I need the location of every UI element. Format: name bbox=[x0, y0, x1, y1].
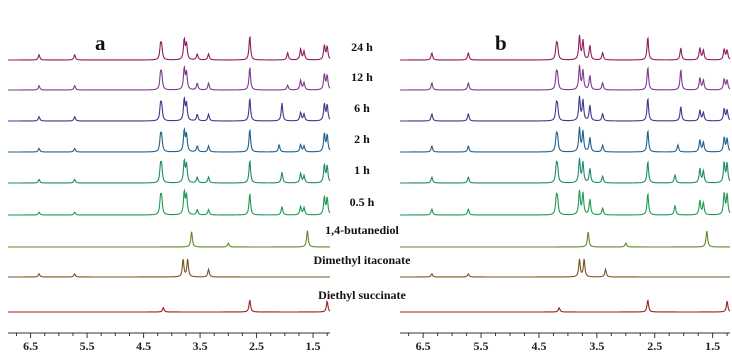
series-label: Dimethyl itaconate bbox=[314, 253, 412, 267]
spectrum-line bbox=[400, 230, 730, 248]
spectrum-line bbox=[400, 299, 731, 313]
x-tick-label: 4.5 bbox=[136, 339, 151, 353]
x-tick-label: 2.5 bbox=[249, 339, 264, 353]
spectrum-line bbox=[400, 95, 731, 122]
series-label: 6 h bbox=[354, 101, 370, 115]
spectrum-line bbox=[400, 189, 731, 216]
spectrum-line bbox=[400, 258, 730, 278]
spectrum-line bbox=[8, 230, 330, 248]
spectrum-line bbox=[400, 157, 731, 184]
panel-label: b bbox=[495, 31, 507, 55]
panel-b: b 6.5 5.5 4.5 3.5 2.5 1.5 bbox=[400, 31, 731, 353]
x-tick-label: 5.5 bbox=[474, 339, 489, 353]
series-label: 1 h bbox=[354, 163, 370, 177]
spectrum-line bbox=[8, 65, 331, 91]
spectrum-line bbox=[8, 35, 331, 61]
x-tick-label: 6.5 bbox=[416, 339, 431, 353]
row-labels: 24 h 12 h 6 h 2 h 1 h 0.5 h 1,4-butanediol Dime… bbox=[314, 40, 412, 302]
spectrum-line bbox=[8, 188, 331, 216]
x-tick-label: 3.5 bbox=[589, 339, 604, 353]
series-label: 2 h bbox=[354, 132, 370, 146]
x-tick-label: 3.5 bbox=[193, 339, 208, 353]
series-label: 1,4-butanediol bbox=[325, 223, 399, 237]
panel-label: a bbox=[95, 31, 106, 55]
x-tick-label: 5.5 bbox=[80, 339, 95, 353]
series-label: 0.5 h bbox=[350, 195, 375, 209]
spectrum-line bbox=[8, 157, 331, 184]
series-label: Diethyl succinate bbox=[318, 288, 406, 302]
x-tick-label: 1.5 bbox=[705, 339, 720, 353]
spectrum-line bbox=[400, 126, 731, 153]
x-tick-label: 4.5 bbox=[531, 339, 546, 353]
series-label: 24 h bbox=[351, 40, 373, 54]
spectrum-line bbox=[8, 299, 331, 313]
series-label: 12 h bbox=[351, 70, 373, 84]
spectrum-line bbox=[400, 34, 731, 61]
x-tick-label: 6.5 bbox=[23, 339, 38, 353]
spectrum-line bbox=[8, 127, 331, 153]
spectrum-line bbox=[8, 258, 330, 278]
panel-a: a 6.5 5.5 4.5 3.5 2.5 1.5 bbox=[8, 31, 331, 353]
x-tick-label: 1.5 bbox=[306, 339, 321, 353]
spectrum-line bbox=[8, 96, 331, 122]
x-tick-label: 2.5 bbox=[647, 339, 662, 353]
spectrum-line bbox=[400, 64, 731, 91]
